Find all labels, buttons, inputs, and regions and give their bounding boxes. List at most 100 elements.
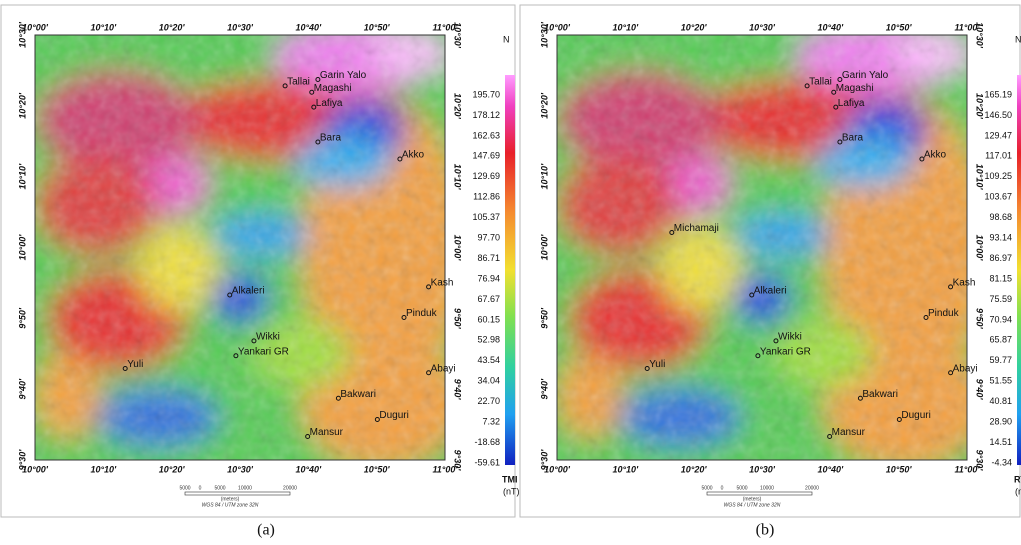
place-marker [773,338,779,344]
colorbar-label: 65.87 [989,335,1012,345]
place-marker [397,156,403,162]
lon-label: 10°30' [749,464,776,474]
lat-label: 9°40' [17,378,27,400]
place-marker [233,353,239,359]
lon-label: 11°00' [432,464,458,474]
map-border [556,34,968,461]
colorbar-label: 52.98 [477,335,500,345]
place-marker [837,139,843,145]
colorbar-label: 103.67 [984,192,1012,202]
lat-label: 10°30' [539,21,549,48]
place-label: Garin Yalo [320,70,367,81]
colorbar-label: 40.81 [989,396,1012,406]
place-marker [833,104,839,110]
lat-label: 10°10' [453,164,463,191]
colorbar-label: 70.94 [989,314,1012,324]
place-marker [831,89,837,95]
caption: (a) [257,522,275,539]
scale-tick: 20000 [283,485,297,491]
colorbar-label: 28.90 [989,416,1012,426]
colorbar-label: 81.15 [989,273,1012,283]
texture [35,35,445,460]
place-marker [827,434,833,439]
scale-unit: (meters) [221,496,240,502]
place-label: Abayi [431,363,456,374]
place-marker [804,83,810,89]
colorbar-label: 109.25 [984,171,1012,181]
lon-label: 11°00' [432,22,458,32]
place-marker [315,139,321,145]
colorbar [1017,75,1021,465]
scale-unit: (meters) [743,496,762,502]
colorbar-label: 146.50 [984,110,1012,120]
lat-label: 9°30' [17,449,27,471]
colorbar-label: 86.97 [989,253,1012,263]
lat-label: 10°20' [17,92,27,119]
place-label: Alkaleri [754,286,787,297]
lon-label: 10°20' [681,464,708,474]
colorbar-label: 34.04 [477,376,500,386]
lon-label: 11°00' [954,22,980,32]
colorbar-label: 129.47 [984,130,1012,140]
lon-label: 11°00' [954,464,980,474]
colorbar-label: 51.55 [989,376,1012,386]
lon-label: 10°00' [544,464,571,474]
lon-label: 10°10' [612,22,639,32]
place-label: Akko [402,150,425,161]
scale-bar [184,491,291,496]
lon-label: 10°10' [612,464,639,474]
lat-label: 10°20' [539,92,549,119]
place-label: Bakwari [862,389,898,400]
place-label: Yankari GR [238,346,289,357]
lon-label: 10°30' [749,22,776,32]
place-marker [335,395,341,401]
caption: (b) [756,522,775,539]
colorbar-label: 60.15 [477,314,500,324]
place-label: Akko [924,150,947,161]
place-marker [948,370,954,376]
colorbar-label: 147.69 [472,151,500,161]
colorbar-label: 43.54 [477,355,500,365]
place-label: Bakwari [340,389,376,400]
colorbar-label: -59.61 [474,457,500,467]
lat-label: 9°40' [453,379,463,401]
place-label: Lafiya [316,98,343,109]
lat-label: 10°10' [975,164,985,191]
place-label: Magashi [314,83,352,94]
place-label: Yuli [127,359,143,370]
place-marker [923,315,929,320]
lon-label: 10°00' [22,22,49,32]
place-label: Tallai [809,77,832,88]
lat-label: 9°50' [453,308,463,330]
lon-label: 10°50' [886,22,913,32]
colorbar-label: 86.71 [477,253,500,263]
place-label: Wikki [778,332,802,343]
colorbar-label: -18.68 [474,437,500,447]
place-label: Kash [431,278,454,289]
map [557,35,967,460]
lon-label: 10°50' [364,464,391,474]
scale-tick: 20000 [805,485,819,491]
place-marker [315,77,321,82]
place-marker [919,156,925,162]
lon-label: 10°40' [295,464,322,474]
colorbar-label: 117.01 [985,151,1012,161]
lon-label: 10°40' [295,22,322,32]
lon-label: 10°10' [90,464,117,474]
place-label: Pinduk [406,308,438,319]
colorbar-label: -4.34 [991,457,1012,467]
lon-label: 10°00' [22,464,49,474]
colorbar-unit: (nT) [503,486,520,496]
place-label: Wikki [256,332,280,343]
colorbar-unit: (nT) [1015,486,1021,496]
projection: WGS 84 / UTM zone 32N [724,502,781,508]
lon-label: 10°00' [544,22,571,32]
scale-tick: 0 [721,485,724,491]
lat-label: 10°00' [453,235,463,262]
colorbar-title: TMI [502,474,518,484]
place-label: Bara [842,133,864,144]
place-marker [837,77,843,82]
colorbar-label: 76.94 [477,273,500,283]
scale-tick: 10000 [760,485,774,491]
